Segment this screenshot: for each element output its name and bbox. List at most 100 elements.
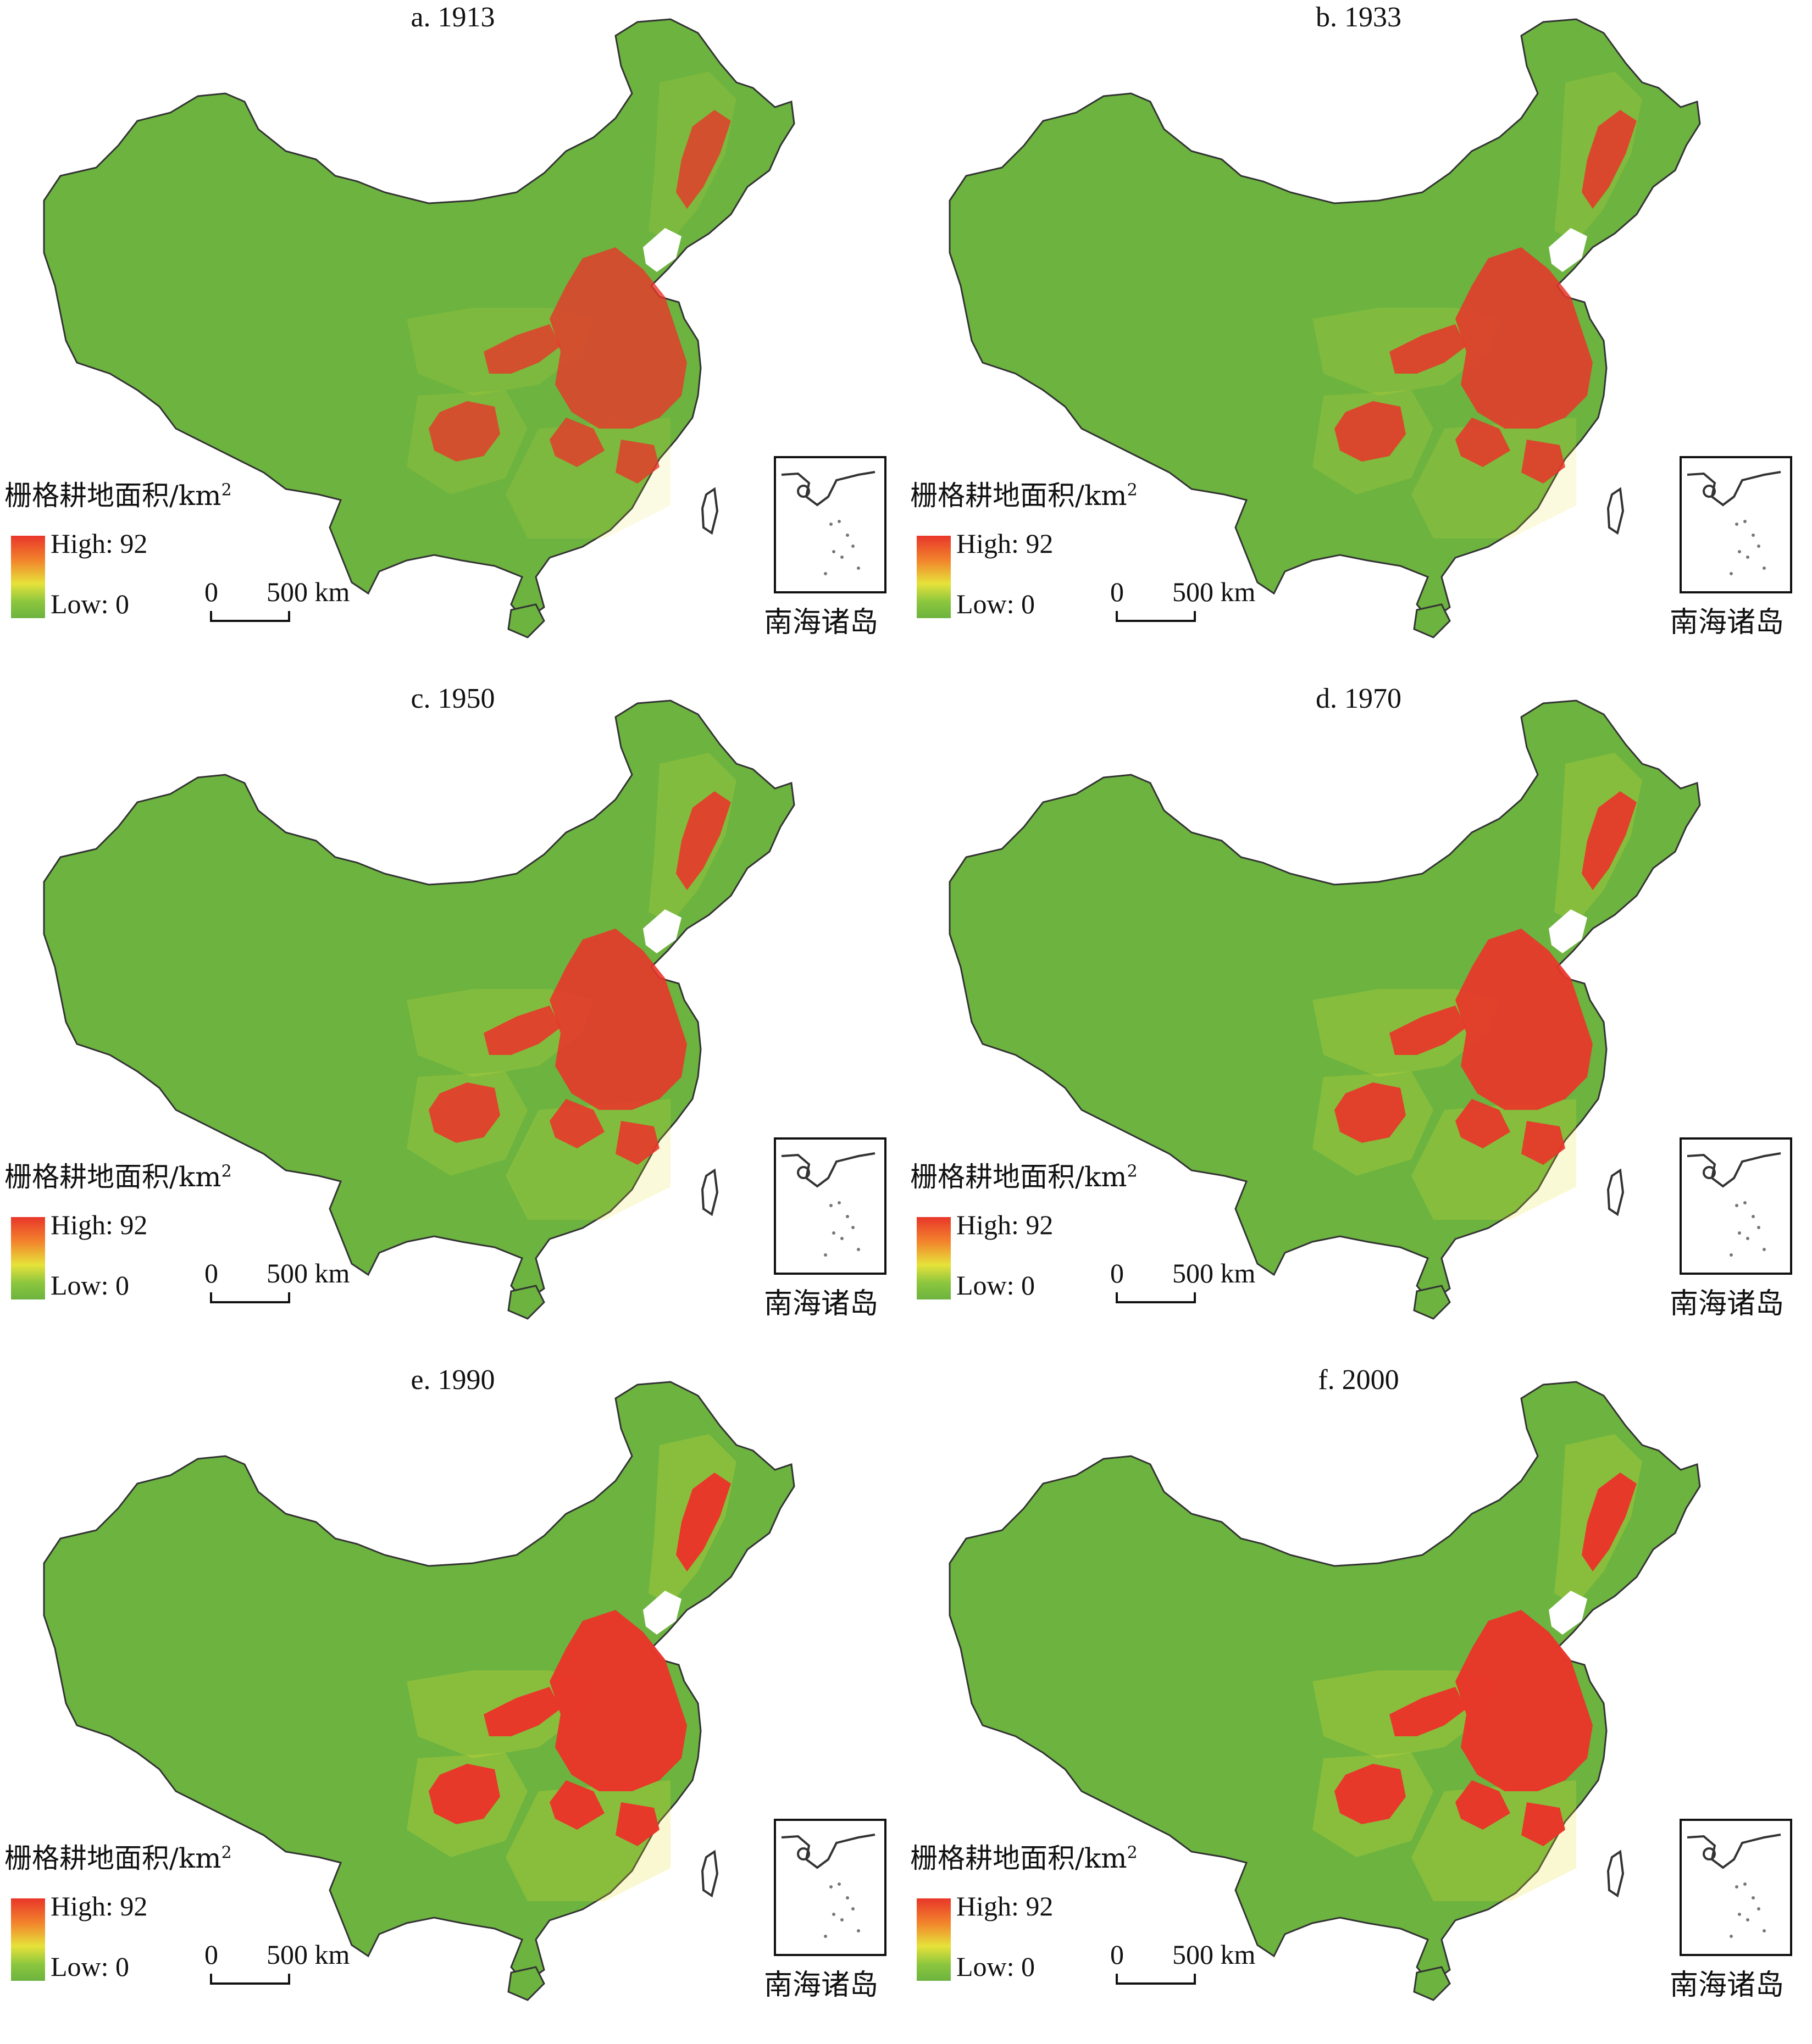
cropland-high-area [1455, 247, 1593, 429]
legend-high-label: High: 92 [956, 1209, 1054, 1240]
cropland-high-area [1389, 1006, 1466, 1055]
cropland-high-area [1455, 1780, 1510, 1830]
scale-distance-label: 500 km [267, 576, 350, 607]
map-panel-e: e. 1990 栅格耕地面积/km2 High: 92 Low: 0 0 500 km 南海… [0, 1363, 906, 2044]
cropland-high-area [676, 791, 731, 890]
cropland-high-area [1334, 401, 1406, 462]
south-china-sea-inset [1680, 1137, 1792, 1275]
map-panel-a: a. 1913 栅格耕地面积/km2 High: 92 Low: 0 0 500 km 南海… [0, 0, 906, 681]
scale-distance-label: 500 km [1172, 1939, 1256, 1970]
cropland-high-area [550, 1610, 687, 1791]
china-outline [43, 1381, 795, 1985]
scale-bar [210, 1974, 290, 1985]
hainan-island [507, 603, 545, 638]
map-panel-b: b. 1933 栅格耕地面积/km2 High: 92 Low: 0 0 500 km 南海… [906, 0, 1811, 681]
cropland-high-area [1334, 1764, 1406, 1824]
cropland-map-c [43, 699, 795, 1320]
inset-label: 南海诸岛 [1670, 1287, 1785, 1320]
map-panel-d: d. 1970 栅格耕地面积/km2 High: 92 Low: 0 0 500 km 南海… [906, 681, 1811, 1363]
bohai-sea [1549, 909, 1587, 953]
cropland-high-area [1455, 929, 1593, 1110]
legend-color-ramp [11, 536, 45, 618]
scale-bar [210, 1292, 290, 1303]
legend-low-label: Low: 0 [956, 1951, 1035, 1982]
bohai-sea [643, 1591, 681, 1635]
legend-title: 栅格耕地面积/km2 [910, 1161, 1138, 1193]
hainan-island [1413, 603, 1451, 638]
panel-title: f. 2000 [1318, 1364, 1399, 1396]
scale-bar [210, 611, 290, 622]
legend-high-label: High: 92 [956, 528, 1054, 559]
china-outline [949, 1381, 1701, 1985]
scale-bar [1116, 611, 1196, 622]
cropland-high-area [1455, 1610, 1593, 1791]
cropland-high-area [484, 324, 561, 374]
legend-title: 栅格耕地面积/km2 [910, 480, 1138, 512]
cropland-high-area [1582, 791, 1637, 890]
cropland-high-area [1521, 1802, 1565, 1846]
cropland-high-area [616, 1802, 660, 1846]
map-panel-f: f. 2000 栅格耕地面积/km2 High: 92 Low: 0 0 500 km 南海… [906, 1363, 1811, 2044]
scale-bar [1116, 1292, 1196, 1303]
scale-zero-label: 0 [204, 1258, 218, 1288]
panel-title: b. 1933 [1316, 2, 1401, 33]
taiwan-outline [1606, 487, 1625, 535]
cropland-high-area [1521, 1121, 1565, 1165]
taiwan-outline [701, 487, 719, 535]
cropland-high-area [1455, 1099, 1510, 1148]
cropland-high-area [429, 1082, 500, 1143]
bohai-sea [643, 909, 681, 953]
scale-bar [1116, 1974, 1196, 1985]
scale-distance-label: 500 km [267, 1258, 350, 1288]
cropland-map-a [43, 18, 795, 638]
cropland-high-area [616, 1121, 660, 1165]
cropland-map-e [43, 1381, 795, 2001]
panel-title: c. 1950 [411, 683, 495, 714]
cropland-high-area [550, 1099, 605, 1148]
cropland-high-area [1582, 1473, 1637, 1571]
china-outline [949, 18, 1701, 623]
cropland-high-area [616, 440, 660, 484]
cropland-high-area [1389, 1687, 1466, 1736]
legend-color-ramp [917, 536, 951, 618]
legend-high-label: High: 92 [51, 1209, 148, 1240]
panel-title: d. 1970 [1316, 683, 1401, 714]
legend-high-label: High: 92 [51, 1891, 148, 1921]
cropland-high-area [1582, 110, 1637, 209]
legend-low-label: Low: 0 [51, 588, 130, 619]
taiwan-outline [1606, 1849, 1625, 1898]
legend-title: 栅格耕地面积/km2 [4, 1842, 232, 1874]
legend-low-label: Low: 0 [956, 588, 1035, 619]
scale-distance-label: 500 km [267, 1939, 350, 1970]
legend-color-ramp [917, 1898, 951, 1981]
bohai-sea [1549, 228, 1587, 272]
legend-low-label: Low: 0 [51, 1951, 130, 1982]
inset-label: 南海诸岛 [1670, 1969, 1785, 2002]
cropland-high-area [550, 929, 687, 1110]
scale-zero-label: 0 [1110, 1939, 1124, 1970]
hainan-island [507, 1966, 545, 2001]
legend-color-ramp [11, 1217, 45, 1299]
legend-high-label: High: 92 [51, 528, 148, 559]
panel-title: e. 1990 [411, 1364, 495, 1396]
scale-zero-label: 0 [1110, 1258, 1124, 1288]
legend-title: 栅格耕地面积/km2 [910, 1842, 1138, 1874]
cropland-high-area [484, 1687, 561, 1736]
south-china-sea-inset [1680, 1819, 1792, 1956]
cropland-high-area [1334, 1082, 1406, 1143]
legend-title: 栅格耕地面积/km2 [4, 480, 232, 512]
inset-label: 南海诸岛 [1670, 606, 1785, 639]
cropland-high-area [1455, 418, 1510, 467]
cropland-high-area [1389, 324, 1466, 374]
cropland-map-d [949, 699, 1701, 1320]
hainan-island [1413, 1285, 1451, 1320]
south-china-sea-inset [774, 456, 886, 593]
scale-zero-label: 0 [204, 576, 218, 607]
legend-color-ramp [917, 1217, 951, 1299]
cropland-high-area [1521, 440, 1565, 484]
scale-distance-label: 500 km [1172, 576, 1256, 607]
china-outline [949, 699, 1701, 1304]
cropland-high-area [429, 1764, 500, 1824]
legend-low-label: Low: 0 [51, 1270, 130, 1301]
legend-color-ramp [11, 1898, 45, 1981]
